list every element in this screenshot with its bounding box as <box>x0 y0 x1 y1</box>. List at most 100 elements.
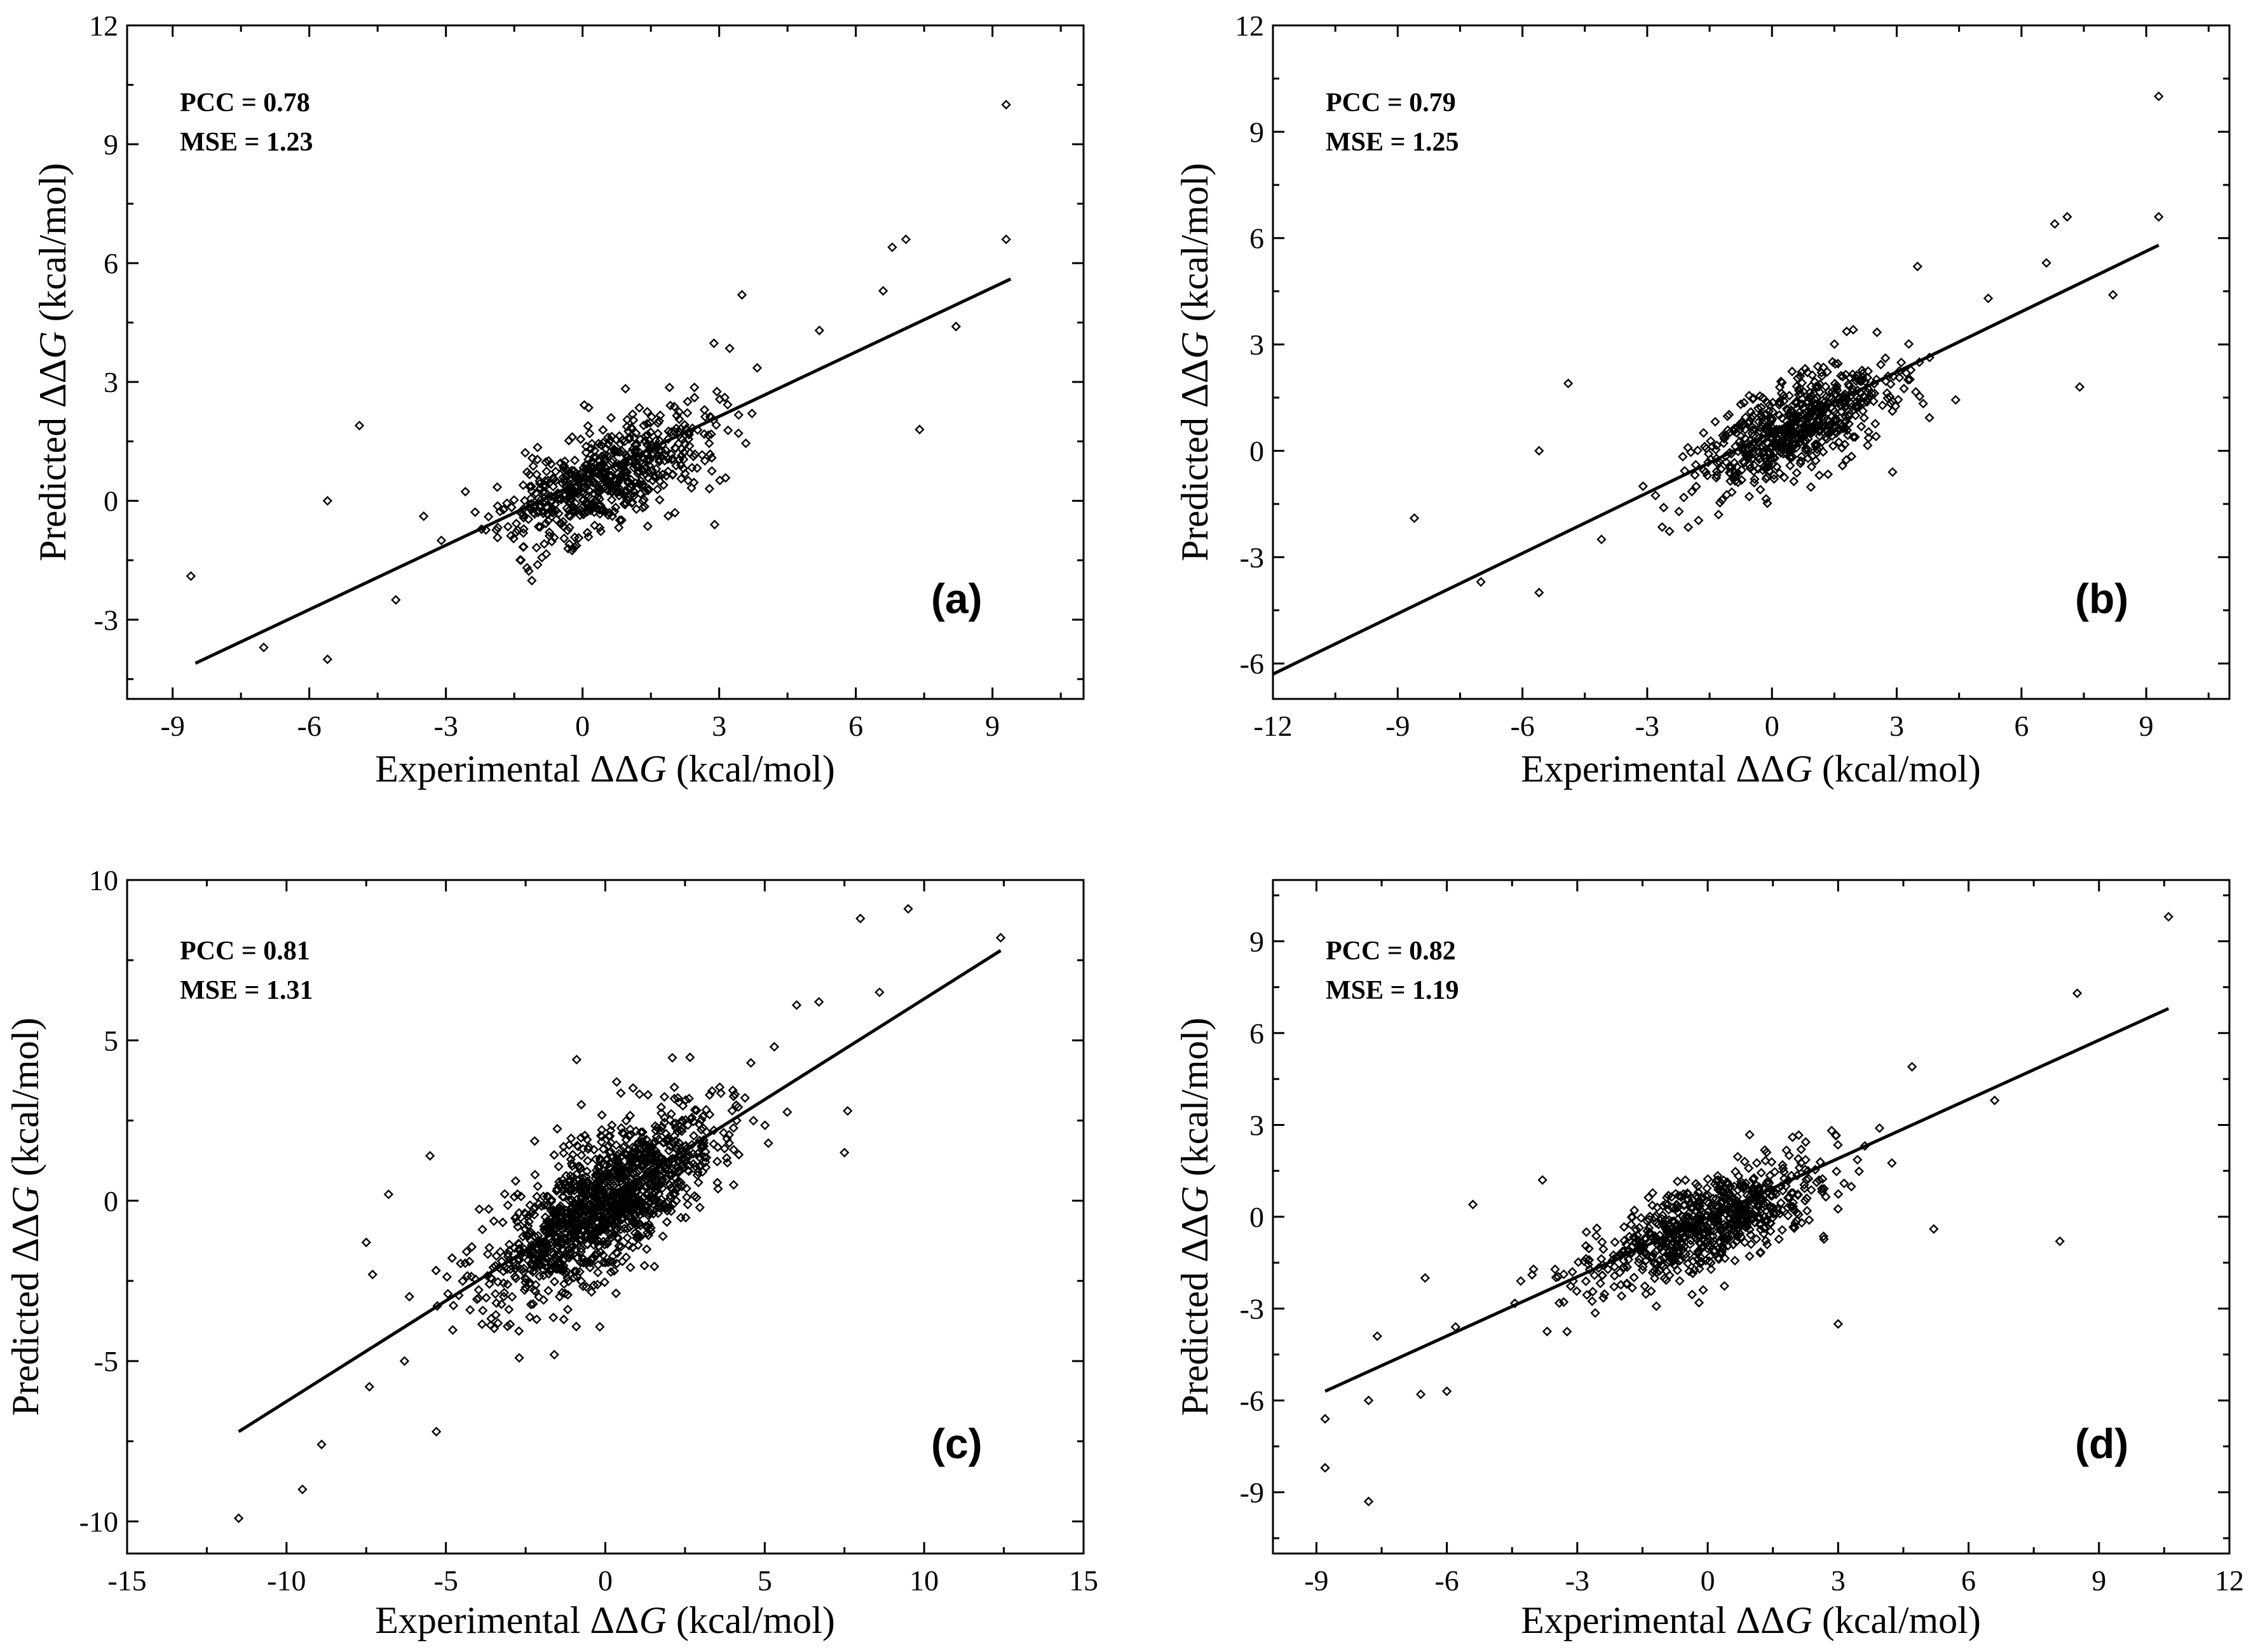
data-point <box>1778 1186 1788 1196</box>
data-point <box>1786 446 1797 457</box>
panel-c: -15 -10 -5 0 5 10 15 -10 -5 0 5 10 PCC = 0.81 MSE =… <box>4 864 1098 1641</box>
data-point <box>1765 1226 1776 1236</box>
data-point <box>724 343 735 353</box>
data-point <box>701 1104 711 1115</box>
x-tick-label: -6 <box>1510 710 1534 742</box>
outlier-point <box>367 1269 377 1280</box>
data-point <box>1683 1258 1693 1269</box>
data-point <box>569 1266 580 1276</box>
data-point <box>1764 461 1774 472</box>
x-tick-label: 0 <box>1701 1564 1715 1597</box>
data-point <box>511 1260 521 1270</box>
data-point <box>572 1141 582 1151</box>
x-tick-label: -3 <box>434 710 458 742</box>
data-point <box>1685 1235 1696 1245</box>
data-point <box>573 472 583 482</box>
data-point <box>1870 419 1881 429</box>
data-point <box>1803 397 1813 407</box>
data-point <box>733 1149 744 1160</box>
data-point <box>1830 359 1840 369</box>
data-point <box>1739 1237 1750 1247</box>
data-point <box>597 1110 607 1120</box>
data-point <box>1600 1289 1610 1299</box>
data-point <box>1744 416 1755 426</box>
data-point <box>665 1114 675 1125</box>
data-point <box>1682 1188 1692 1198</box>
data-point <box>1788 1198 1799 1208</box>
data-point <box>622 1233 632 1243</box>
data-point <box>663 1133 673 1143</box>
data-point <box>641 1181 651 1191</box>
data-point <box>648 1200 659 1210</box>
data-point <box>712 386 722 397</box>
data-point <box>1696 1210 1706 1220</box>
data-point <box>597 440 607 450</box>
x-tick-label: 0 <box>598 1564 613 1597</box>
data-point <box>489 1324 500 1334</box>
panel-label: (b) <box>2075 575 2128 622</box>
outlier-point <box>1363 1395 1374 1405</box>
data-point <box>1551 1272 1561 1283</box>
data-point <box>637 480 648 491</box>
data-point <box>1800 445 1811 456</box>
data-point <box>612 1215 622 1226</box>
data-point <box>1792 468 1802 478</box>
data-point <box>696 1114 707 1125</box>
data-point <box>669 1093 679 1104</box>
axis-ticks: -12 -9 -6 -3 0 3 6 9 -6 -3 0 3 6 9 12 <box>1235 10 2229 742</box>
data-point <box>540 476 550 486</box>
outlier-point <box>571 1054 582 1065</box>
data-point <box>552 1250 562 1261</box>
data-point <box>704 438 714 449</box>
data-point <box>662 1162 672 1173</box>
data-point <box>527 453 538 463</box>
data-point <box>1869 388 1880 398</box>
data-point <box>555 1234 566 1244</box>
data-point <box>1728 1240 1739 1250</box>
data-point <box>1550 1264 1560 1275</box>
data-point <box>1651 1301 1662 1311</box>
data-point <box>1851 410 1861 421</box>
data-point <box>1683 442 1693 453</box>
data-point <box>624 432 634 442</box>
data-point <box>611 1288 622 1299</box>
data-point <box>676 424 686 434</box>
data-point <box>579 400 590 410</box>
regression-line <box>1324 1007 2170 1393</box>
data-point <box>1783 1202 1793 1213</box>
data-point <box>1650 1231 1660 1241</box>
data-point <box>622 421 632 432</box>
x-tick-label: 3 <box>1831 1564 1846 1597</box>
data-point <box>1641 1250 1652 1260</box>
data-point <box>1618 1263 1628 1273</box>
data-point <box>1654 1219 1664 1229</box>
data-point <box>578 482 588 493</box>
y-tick-label: 6 <box>1249 1017 1264 1050</box>
data-point <box>510 1271 520 1282</box>
x-tick-label: 9 <box>2091 1564 2106 1597</box>
data-point <box>599 1220 609 1230</box>
data-point <box>1729 457 1739 468</box>
data-point <box>1886 379 1896 389</box>
data-point <box>636 1127 646 1137</box>
outlier-point <box>951 322 962 332</box>
data-point <box>549 1276 560 1287</box>
data-point <box>592 1248 602 1258</box>
data-point <box>728 1180 739 1190</box>
data-point <box>611 1258 622 1269</box>
y-tick-label: 10 <box>89 864 118 897</box>
data-point <box>645 1151 655 1161</box>
panel-label: (a) <box>931 575 983 622</box>
data-point <box>1776 388 1787 398</box>
data-point <box>559 463 569 473</box>
data-point <box>1756 1168 1767 1178</box>
y-tick-label: -6 <box>1240 647 1264 680</box>
data-point <box>1860 376 1870 387</box>
data-point <box>538 1295 548 1305</box>
data-point <box>1713 1214 1723 1224</box>
data-point <box>575 510 585 520</box>
data-point <box>611 1077 622 1087</box>
data-point <box>543 1247 553 1257</box>
data-point <box>1754 438 1764 449</box>
data-point <box>1647 1188 1658 1198</box>
